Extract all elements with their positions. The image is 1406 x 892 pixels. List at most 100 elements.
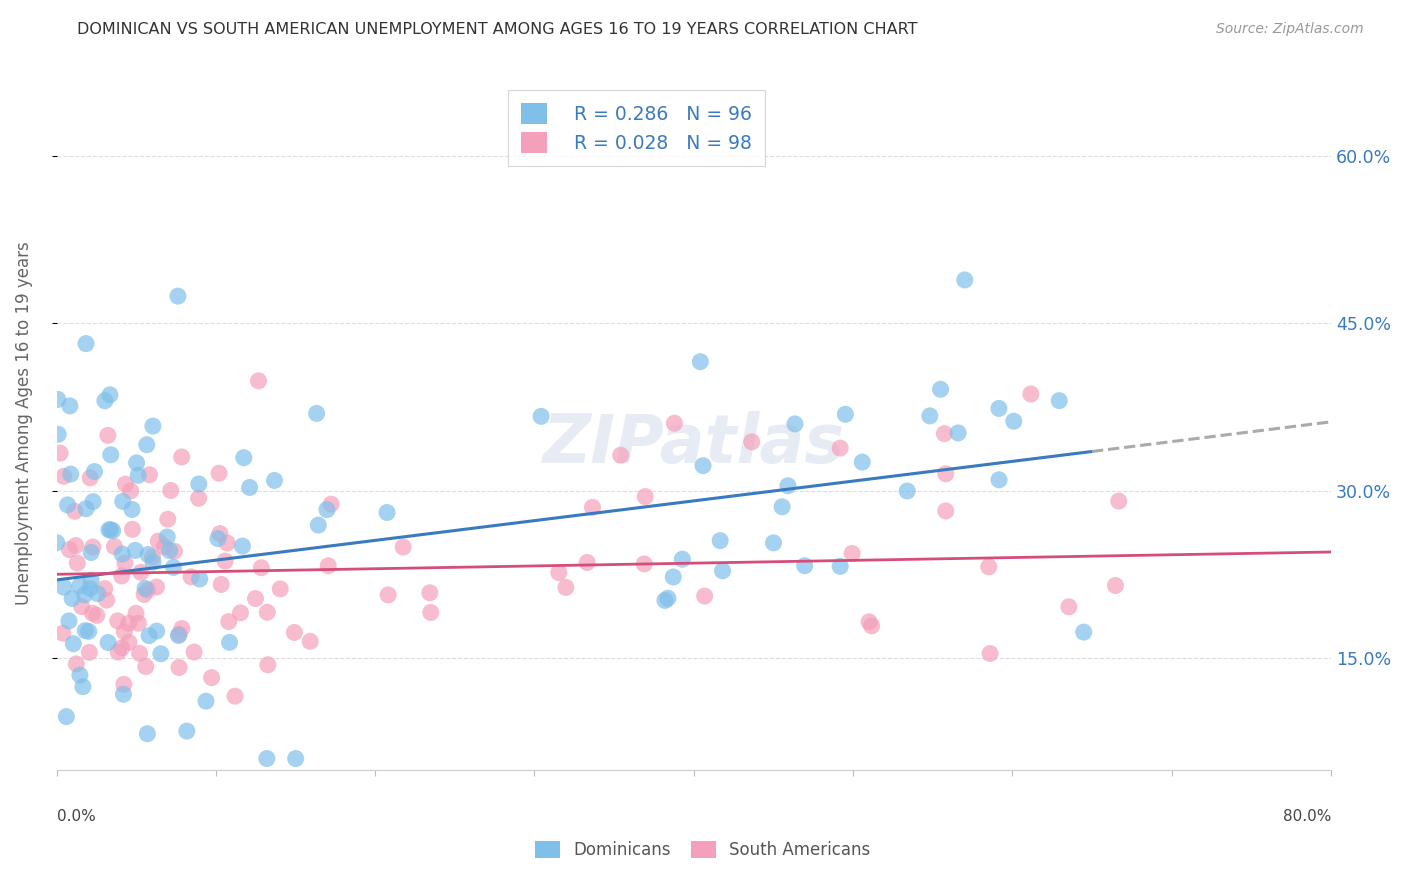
Point [953, 273, 976, 287]
Y-axis label: Unemployment Among Ages 16 to 19 years: Unemployment Among Ages 16 to 19 years [15, 242, 32, 606]
Point [114, 556, 136, 570]
Point [305, 406, 328, 420]
Point [97, 428, 120, 442]
Point [987, 401, 1010, 416]
Point [66, 556, 89, 570]
Point [112, 687, 135, 701]
Point [834, 407, 856, 421]
Point [689, 354, 711, 368]
Point [841, 547, 863, 561]
Point [609, 448, 631, 462]
Point [86, 586, 108, 600]
Point [176, 724, 198, 739]
Point [263, 474, 285, 488]
Point [100, 523, 122, 537]
Point [239, 480, 262, 494]
Point [316, 502, 339, 516]
Point [283, 625, 305, 640]
Point [316, 558, 339, 573]
Point [82, 494, 104, 508]
Point [75, 501, 97, 516]
Point [156, 512, 179, 526]
Point [118, 635, 141, 649]
Point [709, 533, 731, 548]
Point [148, 534, 170, 549]
Point [142, 419, 165, 434]
Point [208, 467, 231, 481]
Point [657, 591, 679, 606]
Point [662, 570, 685, 584]
Point [46, 392, 69, 407]
Point [858, 615, 880, 629]
Point [134, 587, 156, 601]
Point [321, 497, 343, 511]
Point [159, 543, 181, 558]
Point [851, 455, 873, 469]
Point [69, 668, 91, 682]
Point [554, 581, 576, 595]
Point [56, 498, 79, 512]
Point [1047, 393, 1070, 408]
Point [58, 614, 80, 628]
Point [187, 477, 209, 491]
Point [55, 709, 77, 723]
Point [59, 399, 82, 413]
Point [77, 624, 100, 639]
Point [75, 624, 97, 638]
Point [232, 450, 254, 465]
Point [830, 559, 852, 574]
Point [107, 645, 129, 659]
Point [218, 635, 240, 649]
Point [977, 559, 1000, 574]
Point [918, 409, 941, 423]
Point [112, 624, 135, 639]
Point [79, 645, 101, 659]
Point [1104, 578, 1126, 592]
Point [195, 694, 218, 708]
Point [153, 540, 176, 554]
Point [121, 522, 143, 536]
Point [107, 614, 129, 628]
Point [188, 572, 211, 586]
Point [979, 647, 1001, 661]
Point [136, 727, 159, 741]
Point [49, 446, 72, 460]
Point [419, 606, 441, 620]
Point [124, 543, 146, 558]
Point [896, 483, 918, 498]
Point [127, 468, 149, 483]
Point [145, 624, 167, 639]
Point [1019, 387, 1042, 401]
Point [98, 388, 121, 402]
Point [783, 417, 806, 431]
Point [167, 627, 190, 641]
Point [180, 570, 202, 584]
Point [224, 689, 246, 703]
Point [229, 606, 252, 620]
Point [375, 506, 398, 520]
Point [52, 469, 75, 483]
Point [101, 524, 124, 538]
Point [103, 540, 125, 554]
Point [830, 441, 852, 455]
Point [934, 426, 956, 441]
Point [257, 657, 280, 672]
Point [935, 467, 957, 481]
Point [245, 591, 267, 606]
Point [231, 539, 253, 553]
Point [163, 544, 186, 558]
Point [1057, 599, 1080, 614]
Point [633, 557, 655, 571]
Point [83, 465, 105, 479]
Point [692, 458, 714, 473]
Point [111, 569, 134, 583]
Point [269, 582, 291, 596]
Point [988, 473, 1011, 487]
Point [256, 751, 278, 765]
Point [654, 593, 676, 607]
Point [121, 502, 143, 516]
Point [201, 671, 224, 685]
Point [72, 680, 94, 694]
Point [129, 566, 152, 580]
Point [86, 608, 108, 623]
